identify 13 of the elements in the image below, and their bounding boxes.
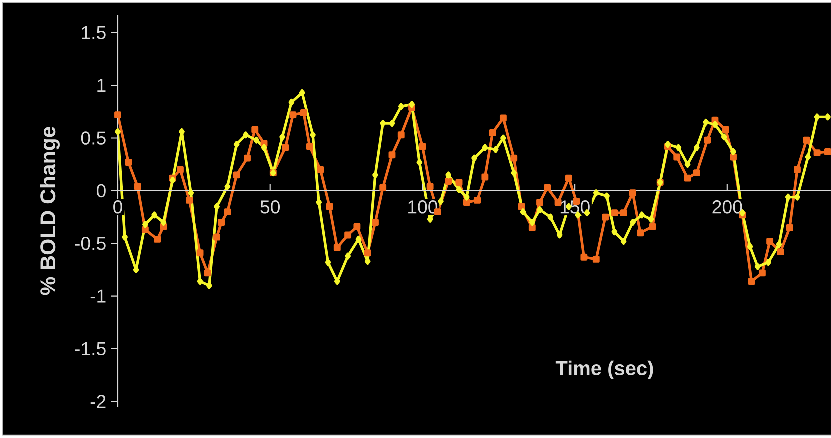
y-tick-label: 1 — [98, 79, 106, 92]
y-tick-label: -2 — [90, 395, 106, 408]
x-tick-label: 50 — [260, 200, 280, 214]
y-axis-title: % BOLD Change — [40, 127, 60, 296]
y-tick-label: 0 — [96, 184, 106, 198]
x-axis-title: Time (sec) — [556, 360, 654, 380]
y-tick-label: -0.5 — [75, 237, 106, 250]
x-tick-label: 0 — [114, 200, 122, 214]
y-tick-label: -1.5 — [75, 342, 106, 356]
y-tick-label: 0.5 — [81, 132, 106, 145]
y-tick-label: -1 — [90, 290, 106, 303]
x-tick-label: 200 — [712, 200, 742, 214]
y-tick-label: 1.5 — [82, 26, 106, 40]
